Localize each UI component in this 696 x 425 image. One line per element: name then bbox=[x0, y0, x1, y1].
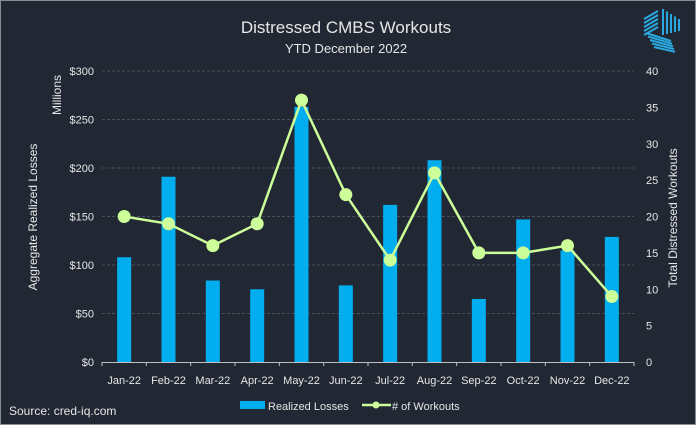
y-axis-label: Aggregate Realized Losses bbox=[26, 144, 40, 291]
logo-stripe bbox=[645, 32, 672, 42]
line-series-workouts bbox=[117, 93, 619, 304]
workouts-marker-jan-22 bbox=[117, 210, 131, 223]
y-axis-right-ticks: 0 5 10 15 20 25 30 35 40 bbox=[646, 66, 658, 369]
x-tick-label: Nov-22 bbox=[550, 375, 585, 387]
x-tick-label: Mar-22 bbox=[195, 375, 230, 387]
y-tick-label: $100 bbox=[70, 260, 94, 272]
x-tick-label: Dec-22 bbox=[594, 375, 629, 387]
workouts-marker-jul-22 bbox=[383, 253, 397, 267]
y2-tick-label: 0 bbox=[646, 357, 652, 369]
gridlines bbox=[102, 70, 634, 314]
y-tick-label: $150 bbox=[70, 212, 94, 224]
logo-stripe bbox=[643, 10, 659, 20]
logo-stripe bbox=[643, 18, 659, 28]
workouts-marker-jun-22 bbox=[339, 188, 353, 202]
bar-jan-22 bbox=[117, 257, 132, 362]
bar-feb-22 bbox=[161, 176, 176, 362]
y2-tick-label: 40 bbox=[646, 66, 658, 78]
logo-stripe bbox=[653, 46, 676, 53]
y-axis-unit-label: Millions bbox=[50, 75, 64, 115]
x-tick-label: Sep-22 bbox=[461, 375, 496, 387]
legend-swatch-workouts-marker bbox=[372, 401, 380, 409]
chart-subtitle: YTD December 2022 bbox=[285, 41, 407, 56]
y-tick-label: $50 bbox=[76, 309, 94, 321]
bar-jun-22 bbox=[338, 285, 353, 362]
axes bbox=[101, 362, 635, 366]
y-tick-label: $200 bbox=[70, 163, 94, 175]
bar-oct-22 bbox=[516, 219, 531, 362]
bar-nov-22 bbox=[560, 250, 575, 362]
y2-tick-label: 35 bbox=[646, 102, 658, 114]
x-tick-label: Jan-22 bbox=[107, 375, 141, 387]
y-tick-label: $250 bbox=[70, 115, 94, 127]
logo-stripe bbox=[643, 22, 659, 32]
workouts-marker-aug-22 bbox=[428, 166, 441, 180]
bar-apr-22 bbox=[250, 289, 265, 362]
bar-aug-22 bbox=[427, 160, 442, 362]
y2-tick-label: 5 bbox=[646, 321, 652, 333]
x-tick-label: Jul-22 bbox=[375, 375, 405, 387]
legend: Realized Losses # of Workouts bbox=[240, 401, 460, 413]
x-tick-label: Oct-22 bbox=[507, 375, 540, 387]
source-note: Source: cred-iq.com bbox=[9, 404, 116, 418]
bar-jul-22 bbox=[383, 204, 398, 362]
logo-stripe bbox=[643, 14, 659, 24]
y2-tick-label: 30 bbox=[646, 139, 658, 151]
logo-stripe bbox=[649, 39, 674, 48]
x-tick-label: Apr-22 bbox=[241, 375, 274, 387]
workouts-marker-apr-22 bbox=[250, 217, 264, 231]
bar-mar-22 bbox=[205, 280, 220, 362]
bar-may-22 bbox=[294, 106, 309, 362]
x-tick-label: Jun-22 bbox=[329, 375, 363, 387]
logo-stripe bbox=[647, 35, 673, 45]
bar-sep-22 bbox=[471, 298, 486, 362]
workouts-marker-oct-22 bbox=[516, 246, 530, 260]
y2-tick-label: 15 bbox=[646, 248, 658, 260]
workouts-marker-mar-22 bbox=[206, 239, 220, 253]
x-tick-label: Feb-22 bbox=[151, 375, 186, 387]
y2-tick-label: 25 bbox=[646, 175, 658, 187]
y2-tick-label: 10 bbox=[646, 284, 658, 296]
y2-tick-label: 20 bbox=[646, 212, 658, 224]
legend-swatch-realized-losses bbox=[240, 401, 265, 409]
y-tick-label: $300 bbox=[70, 66, 94, 78]
y2-axis-label: Total Distressed Workouts bbox=[666, 148, 680, 287]
cred-iq-logo-icon bbox=[643, 9, 680, 53]
y-tick-label: $0 bbox=[82, 357, 94, 369]
x-tick-label: Aug-22 bbox=[417, 375, 452, 387]
chart-title: Distressed CMBS Workouts bbox=[241, 18, 451, 37]
x-tick-label: May-22 bbox=[283, 375, 320, 387]
workouts-line bbox=[123, 96, 613, 298]
workouts-marker-sep-22 bbox=[472, 246, 486, 260]
workouts-marker-may-22 bbox=[295, 93, 308, 107]
legend-label-realized-losses: Realized Losses bbox=[268, 401, 349, 413]
x-axis-ticks: Jan-22 Feb-22 Mar-22 Apr-22 May-22 Jun-22 Jul-… bbox=[107, 375, 629, 387]
logo-stripe bbox=[651, 42, 675, 51]
workouts-marker-dec-22 bbox=[605, 290, 619, 304]
y-axis-left-ticks: $0 $50 $100 $150 $200 $250 $300 bbox=[70, 66, 94, 369]
legend-label-workouts: # of Workouts bbox=[392, 401, 460, 413]
workouts-marker-feb-22 bbox=[162, 217, 175, 231]
workouts-marker-nov-22 bbox=[561, 239, 574, 253]
